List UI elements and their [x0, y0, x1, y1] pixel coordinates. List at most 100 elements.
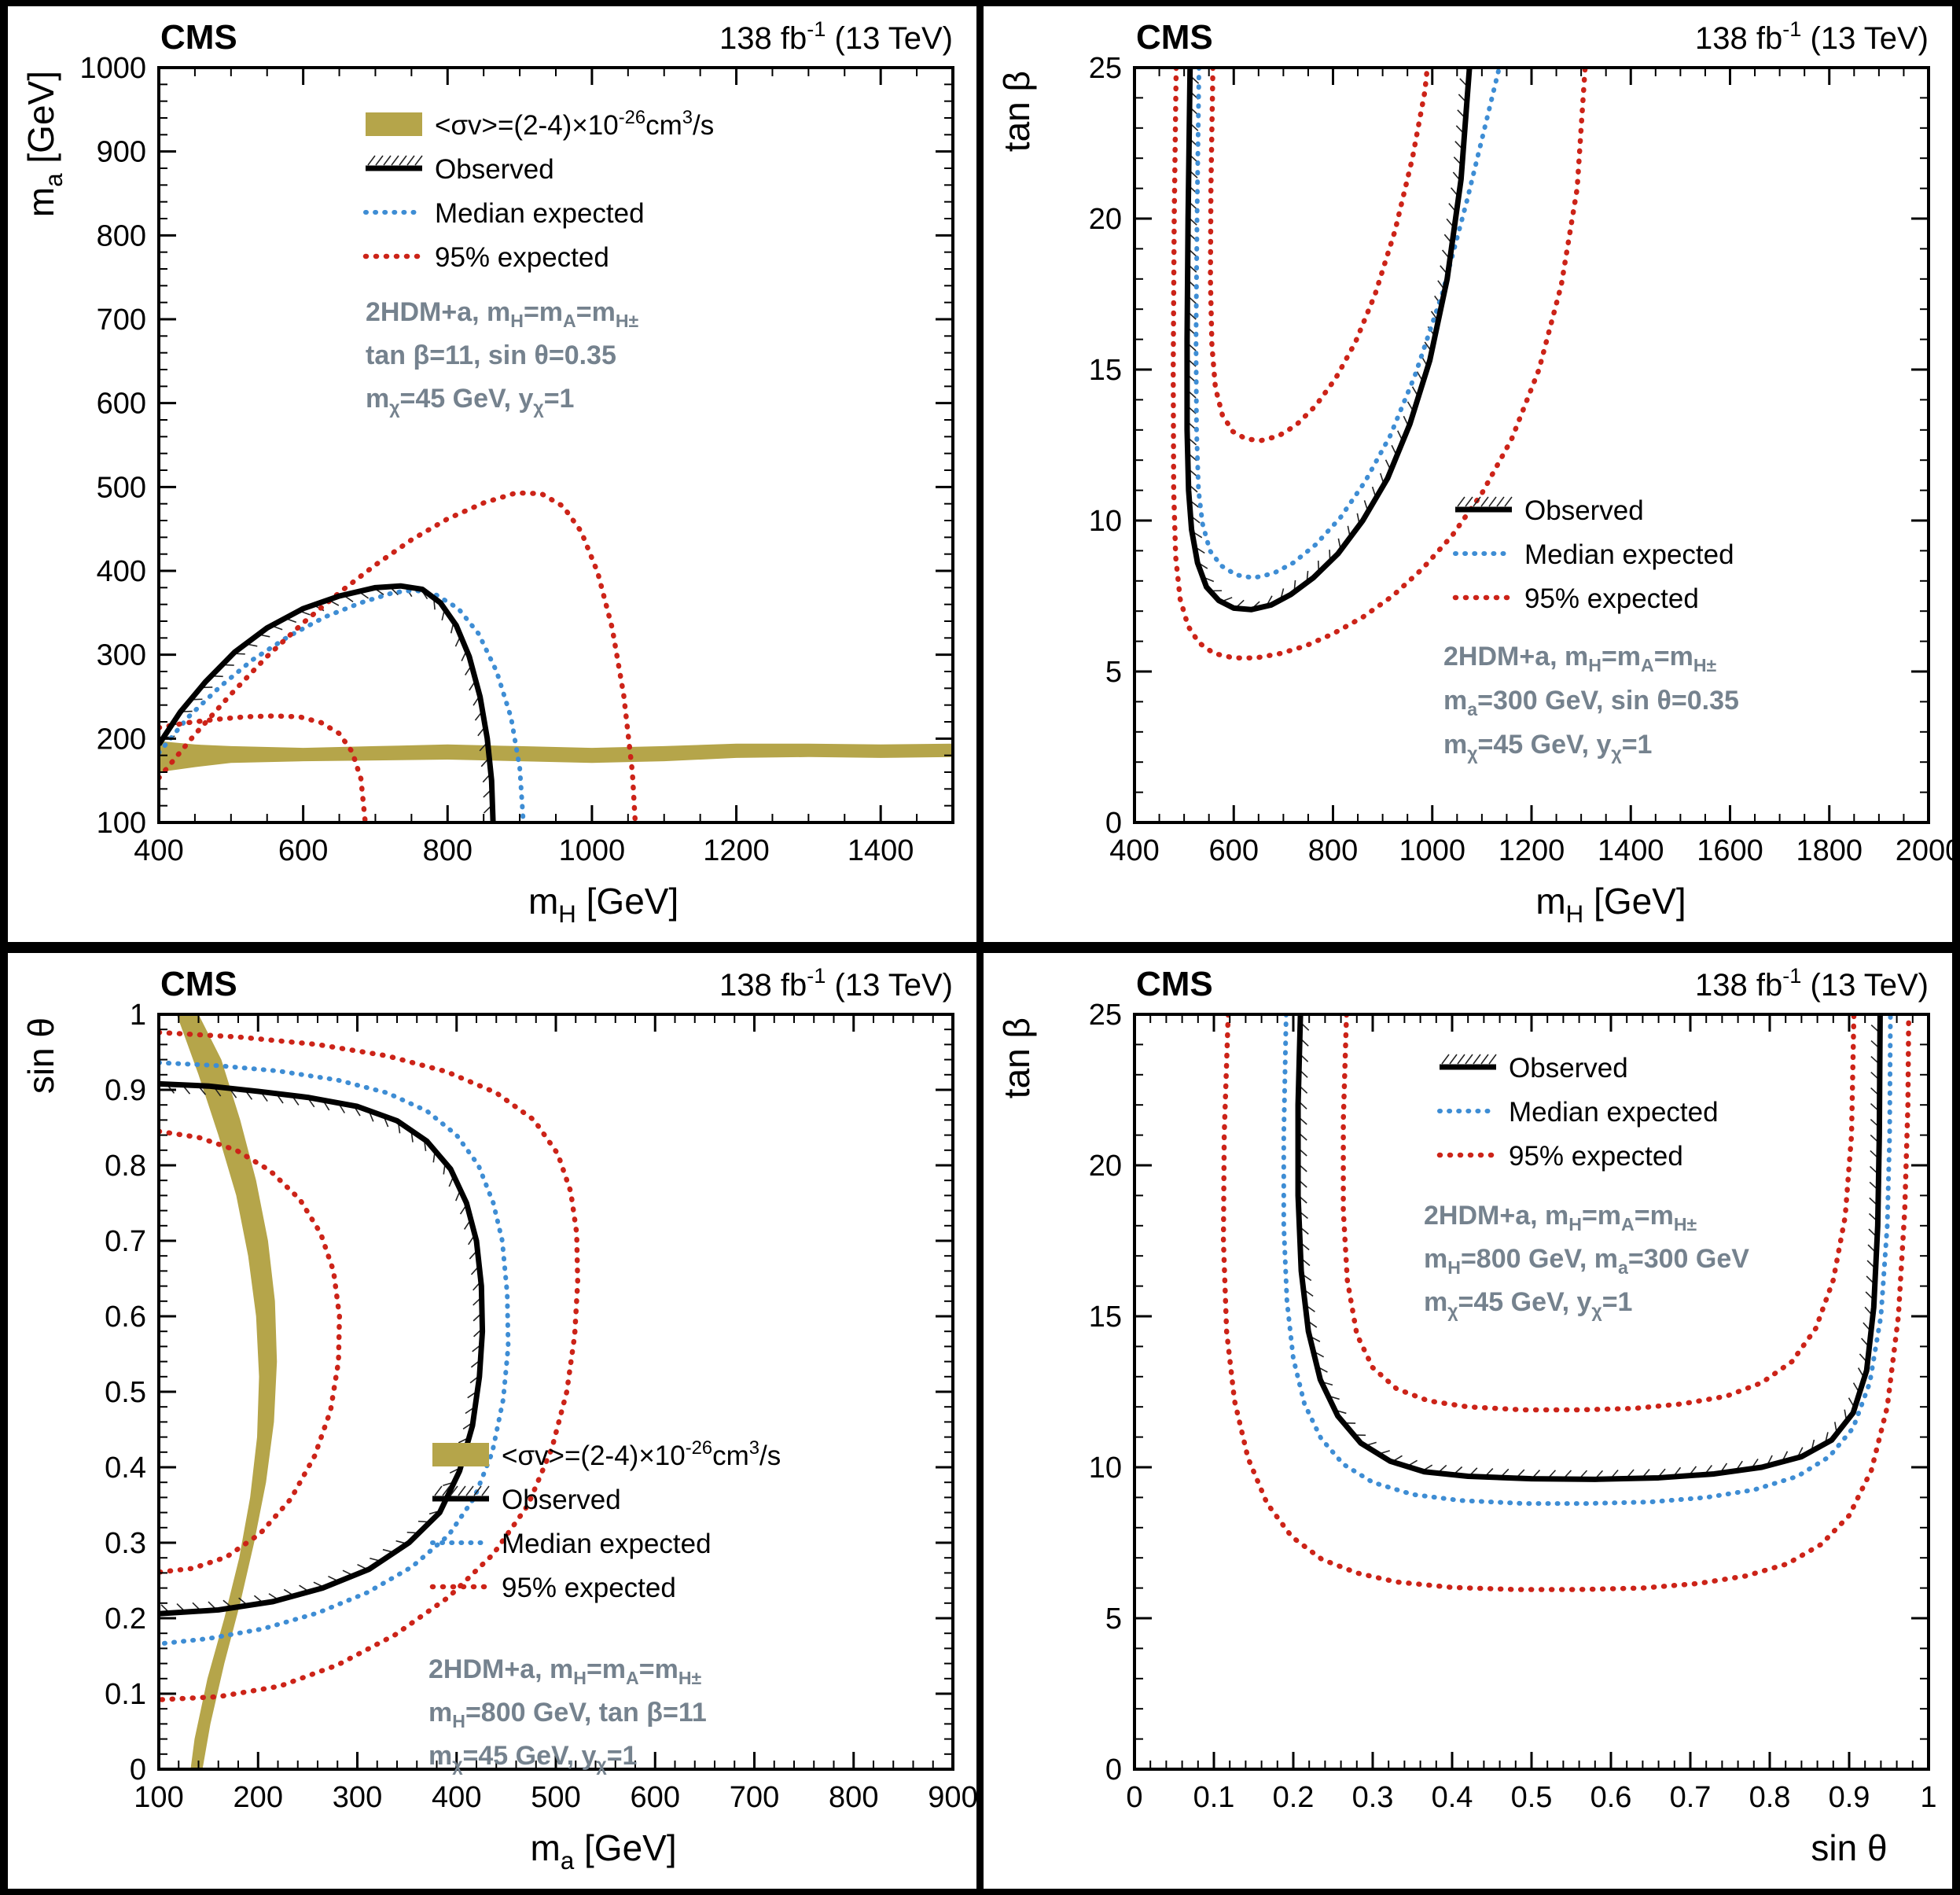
x-tick-label: 500 — [531, 1781, 580, 1814]
x-tick-label: 400 — [134, 834, 183, 867]
legend-label-95-expected-up: 95% expected — [502, 1573, 676, 1603]
x-tick-label: 600 — [278, 834, 328, 867]
legend-label-median-expected: Median expected — [1524, 539, 1734, 570]
y-tick-label: 1 — [130, 999, 146, 1032]
model-annotation-line: mχ=45 GeV, yχ=1 — [428, 1741, 637, 1775]
x-tick-label: 1000 — [1399, 834, 1465, 867]
95-expected-up-curve — [159, 490, 638, 822]
y-tick-label: 0.9 — [105, 1074, 146, 1107]
legend: Observed Median expected 95% expected — [1452, 495, 1734, 614]
y-tick-label: 400 — [97, 555, 146, 588]
y-tick-label: 5 — [1105, 656, 1122, 689]
x-tick-label: 0.5 — [1511, 1781, 1553, 1814]
legend-label-median-expected: Median expected — [435, 198, 645, 229]
y-tick-label: 600 — [97, 388, 146, 421]
95-expected-up-curve — [1170, 68, 1588, 660]
y-tick-label: 25 — [1089, 52, 1122, 85]
axis-ticks — [157, 66, 954, 824]
legend-label-95-expected-up: 95% expected — [1524, 583, 1699, 614]
x-tick-label: 1 — [1920, 1781, 1936, 1814]
observed-curve — [1295, 1014, 1883, 1482]
95-expected-up-curve — [1220, 1014, 1911, 1592]
legend-label-95-expected-up: 95% expected — [1509, 1141, 1683, 1172]
y-tick-label: 15 — [1089, 1301, 1122, 1334]
median-expected-curve — [1281, 1014, 1893, 1507]
x-tick-label: 0.7 — [1670, 1781, 1712, 1814]
x-tick-label: 800 — [1308, 834, 1358, 867]
observed-hatch — [163, 586, 494, 822]
y-tick-label: 500 — [97, 471, 146, 504]
median-expected-curve — [159, 587, 526, 822]
x-tick-label: 0.1 — [1193, 1781, 1235, 1814]
median-expected-curve — [1193, 68, 1502, 580]
y-tick-label: 0.8 — [105, 1150, 146, 1183]
x-tick-label: 200 — [234, 1781, 283, 1814]
y-tick-label: 15 — [1089, 354, 1122, 387]
legend: <σv>=(2-4)×10-26cm3/s Observed Median expe… — [429, 1437, 781, 1603]
x-tick-label: 0 — [1126, 1781, 1142, 1814]
x-tick-label: 600 — [1209, 834, 1259, 867]
95-expected-up-curve — [159, 1029, 581, 1702]
observed-curve — [159, 1080, 486, 1617]
y-tick-label: 20 — [1089, 1150, 1122, 1183]
panel-ma-vs-mh: 400 600 800 1000 1200 1400 100 200 300 400 500 600 7… — [8, 6, 976, 942]
x-tick-label: 1400 — [848, 834, 914, 867]
y-tick-label: 900 — [97, 136, 146, 169]
model-annotation-line: tan β=11, sin θ=0.35 — [366, 340, 616, 370]
model-annotation-line: 2HDM+a, mH=mA=mH± — [366, 297, 639, 331]
x-tick-label: 0.2 — [1273, 1781, 1315, 1814]
y-tick-label: 5 — [1105, 1602, 1122, 1636]
panel-tanb-vs-sintheta: 0 0.1 0.2 0.3 0.4 0.5 0.6 0.7 0.8 0.9 1 0 5 10 15 20 25 C… — [984, 953, 1952, 1889]
y-tick-label: 20 — [1089, 203, 1122, 236]
lumi-label: 138 fb-1 (13 TeV) — [719, 963, 953, 1003]
x-tick-label: 300 — [333, 1781, 382, 1814]
y-tick-label: 800 — [97, 219, 146, 252]
model-annotation-line: mH=800 GeV, tan β=11 — [428, 1698, 707, 1731]
x-tick-label: 1400 — [1598, 834, 1664, 867]
y-tick-label: 0.4 — [105, 1452, 146, 1485]
legend-label-95-expected-up: 95% expected — [435, 242, 609, 273]
x-tick-label: 900 — [928, 1781, 976, 1814]
legend-swatch-sigma-v-band — [432, 1443, 489, 1466]
y-tick-label: 0 — [1105, 807, 1122, 840]
x-tick-label: 0.4 — [1432, 1781, 1473, 1814]
x-tick-label: 800 — [423, 834, 473, 867]
model-annotation-line: mχ=45 GeV, yχ=1 — [1424, 1287, 1632, 1321]
y-tick-label: 300 — [97, 639, 146, 672]
x-tick-label: 0.6 — [1590, 1781, 1632, 1814]
x-tick-label: 0.8 — [1749, 1781, 1791, 1814]
y-tick-label: 10 — [1089, 1452, 1122, 1485]
observed-curve — [159, 583, 496, 822]
y-axis-title: tan β — [996, 71, 1037, 152]
plot-frame — [157, 66, 954, 824]
plot-ma-vs-mh: 400 600 800 1000 1200 1400 100 200 300 400 500 600 7… — [20, 17, 954, 928]
legend-label-median-expected: Median expected — [1509, 1097, 1719, 1128]
legend-swatch-sigma-v-band — [366, 112, 422, 136]
y-tick-label: 700 — [97, 304, 146, 337]
sigma-v-band-band — [176, 1014, 278, 1769]
model-annotation-line: mH=800 GeV, ma=300 GeV — [1424, 1244, 1749, 1278]
y-axis-title: sin θ — [20, 1017, 61, 1094]
lumi-label: 138 fb-1 (13 TeV) — [1695, 17, 1929, 56]
x-tick-label: 1200 — [1498, 834, 1565, 867]
lumi-label: 138 fb-1 (13 TeV) — [719, 17, 953, 56]
legend-label-observed: Observed — [502, 1485, 621, 1515]
axis-ticks — [157, 1013, 954, 1771]
x-tick-label: 600 — [631, 1781, 680, 1814]
x-tick-label: 800 — [829, 1781, 878, 1814]
x-tick-label: 0.9 — [1829, 1781, 1870, 1814]
95-expected-down-curve — [159, 1128, 343, 1575]
axis-ticks — [1133, 66, 1930, 824]
plot-sintheta-vs-ma: 100 200 300 400 500 600 700 800 900 0 0.1 0.2 0.3 0.4… — [20, 963, 976, 1875]
model-annotation-line: ma=300 GeV, sin θ=0.35 — [1443, 686, 1739, 719]
y-tick-label: 25 — [1089, 999, 1122, 1032]
x-tick-label: 1600 — [1697, 834, 1763, 867]
x-axis-title: mH [GeV] — [1535, 881, 1686, 928]
cms-label: CMS — [1136, 965, 1213, 1003]
y-tick-label: 10 — [1089, 505, 1122, 538]
y-tick-label: 200 — [97, 723, 146, 756]
model-annotation-line: mχ=45 GeV, yχ=1 — [366, 384, 574, 418]
cms-label: CMS — [160, 18, 237, 57]
